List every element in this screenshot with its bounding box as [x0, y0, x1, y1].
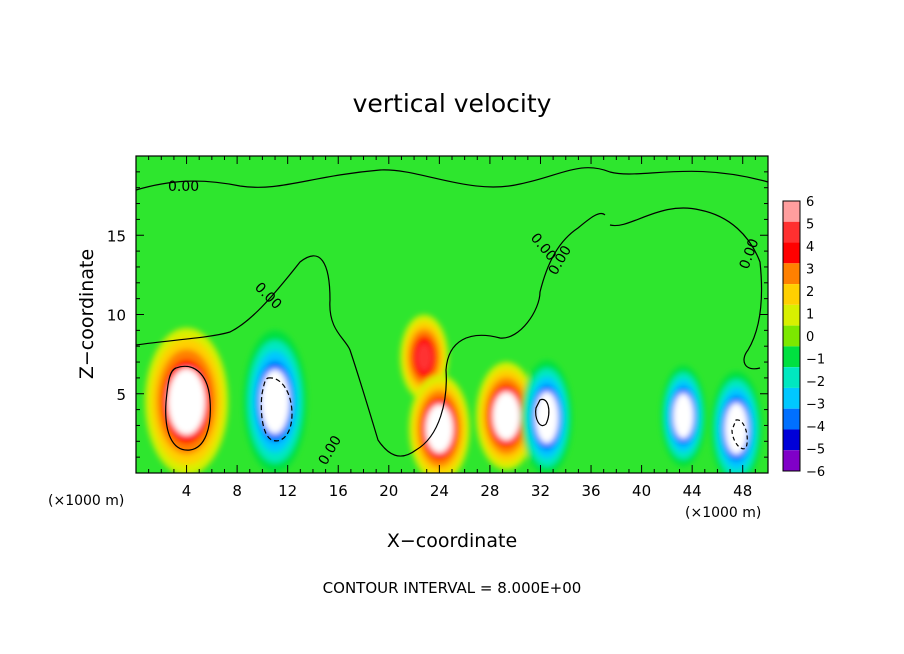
downdraft-cell [660, 365, 706, 467]
x-tick-label: 4 [182, 482, 192, 500]
field-saturated [673, 393, 694, 439]
colorbar-swatch [783, 367, 800, 388]
updraft-cell [476, 362, 537, 470]
zero-contour-updraft-core [165, 365, 211, 451]
colorbar-label: −3 [806, 398, 825, 413]
colorbar-swatch [783, 387, 800, 409]
zero-contours [136, 167, 768, 457]
colorbar-label: −4 [806, 420, 825, 435]
colorbar-frame [782, 200, 801, 472]
x-tick-label: 44 [683, 482, 702, 500]
field-saturated [425, 404, 454, 453]
colorbar-label: −5 [806, 443, 825, 458]
x-tick-label: 16 [329, 482, 348, 500]
colorbar-swatch [783, 325, 800, 347]
contour-label: 0.00 [168, 179, 199, 195]
downdraft-cell [521, 360, 573, 473]
colorbar-label: 3 [806, 263, 814, 278]
plot-area: 0.00 0.00 0.00 0.00 0.00 0.00 [136, 156, 768, 473]
x-tick-label: 12 [278, 482, 297, 500]
colorbar-label: −2 [806, 375, 825, 390]
colorbar-swatch [783, 201, 800, 222]
x-tick-label: 24 [430, 482, 449, 500]
colorbar-swatch [783, 450, 800, 471]
colorbar-swatch [783, 346, 800, 368]
colorbar-label: 4 [806, 240, 814, 255]
colorbar-label: 0 [806, 330, 814, 345]
zero-contour-cell-32 [535, 398, 550, 427]
colorbar-label: 1 [806, 308, 814, 323]
x-tick-label: 20 [379, 482, 398, 500]
downdraft-cell [243, 330, 307, 473]
x-axis: 4 8 12 16 20 24 28 32 36 40 44 48 [148, 156, 756, 500]
colorbar-label: −6 [806, 465, 825, 480]
x-axis-unit-right: (×1000 m) [685, 505, 761, 521]
colorbar-swatch [783, 242, 800, 264]
colorbar-swatch [783, 429, 800, 451]
contour-interval-note: CONTOUR INTERVAL = 8.000E+00 [323, 579, 582, 597]
field-saturated [724, 402, 748, 455]
colorbar-label: −1 [806, 353, 825, 368]
velocity-field [145, 314, 762, 473]
x-tick-label: 48 [733, 482, 752, 500]
x-tick-label: 32 [531, 482, 550, 500]
zero-contour-lower-left [136, 212, 606, 457]
updraft-cell [400, 314, 449, 400]
field-saturated [260, 369, 290, 434]
colorbar-label: 5 [806, 218, 814, 233]
colorbar-label: 2 [806, 285, 814, 300]
y-axis-label: Z−coordinate [76, 249, 98, 379]
colorbar-swatch [783, 284, 800, 305]
x-tick-label: 36 [581, 482, 600, 500]
updraft-cell [409, 374, 470, 473]
zero-contour-cell-48 [731, 419, 748, 450]
zero-contour-upper [136, 167, 768, 191]
colorbar-swatch [783, 221, 800, 243]
x-tick-label: 28 [480, 482, 499, 500]
colorbar-swatch [783, 263, 800, 285]
zero-contour-lower-right [609, 207, 763, 370]
x-tick-label: 40 [632, 482, 651, 500]
y-tick-label: 5 [116, 386, 126, 404]
field-saturated [492, 391, 521, 441]
updraft-cell [145, 327, 229, 473]
field-saturated [167, 368, 206, 435]
y-tick-label: 10 [107, 307, 126, 325]
x-axis-label: X−coordinate [387, 530, 517, 552]
colorbar-swatch [783, 304, 800, 326]
x-tick-label: 8 [232, 482, 242, 500]
chart-title: vertical velocity [353, 89, 552, 118]
y-axis: 5 10 15 [107, 171, 768, 458]
x-axis-unit-left: (×1000 m) [48, 493, 124, 509]
colorbar-swatch [783, 408, 800, 430]
colorbar: 6 5 4 3 2 1 0 −1 −2 −3 −4 −5 −6 [782, 195, 825, 480]
y-tick-label: 15 [107, 227, 126, 245]
colorbar-label: 6 [806, 195, 814, 210]
field-level [416, 343, 433, 372]
field-saturated [535, 391, 559, 444]
downdraft-cell [710, 371, 762, 473]
